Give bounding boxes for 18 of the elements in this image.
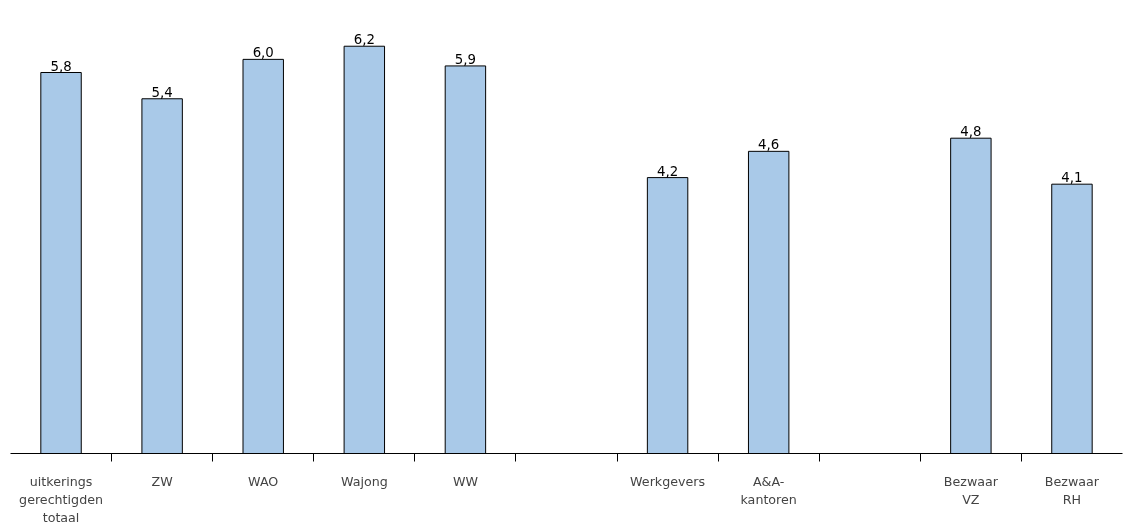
x-tick-label: Wajong — [340, 473, 388, 489]
data-label: 5,8 — [50, 58, 72, 74]
x-tick-label: WAO — [248, 473, 279, 489]
x-tick-label: uitkerings gerechtigden totaal — [19, 473, 103, 525]
x-tick-label: WW — [452, 473, 479, 489]
x-tick-label: ZW — [151, 473, 174, 489]
x-tick-label: Bezwaar VZ — [943, 473, 999, 507]
data-label: 6,2 — [353, 32, 375, 48]
data-label: 4,2 — [656, 163, 679, 179]
x-tick-label: Bezwaar RH — [1044, 473, 1100, 507]
data-label: 5,4 — [151, 84, 173, 100]
data-label: 6,0 — [252, 45, 274, 61]
x-tick-label: A&A- kantoren — [740, 473, 797, 507]
data-label: 5,9 — [454, 51, 477, 67]
data-label: 4,8 — [960, 124, 982, 140]
data-label: 4,6 — [758, 137, 780, 153]
x-tick-label: Werkgevers — [630, 473, 706, 489]
data-label: 4,1 — [1061, 170, 1083, 186]
